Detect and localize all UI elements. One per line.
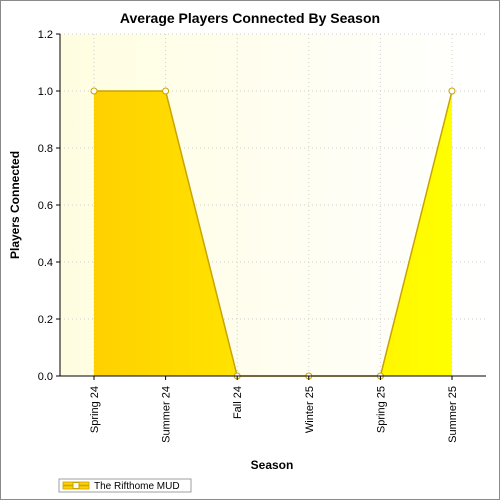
legend-box (58, 478, 192, 493)
legend: The Rifthome MUD (58, 478, 192, 493)
data-point-6 (448, 87, 456, 95)
y-tick-label: 1.2 (38, 29, 53, 41)
y-tick-label: 0.6 (38, 200, 53, 212)
y-axis-title: Players Connected (8, 151, 22, 259)
y-tick-label: 1.0 (38, 86, 53, 98)
y-axis-ticks: 0.0 0.2 0.4 0.6 0.8 1.0 1.2 (38, 29, 60, 383)
data-point-1 (90, 87, 98, 95)
x-tick-label: Spring 25 (375, 386, 387, 433)
y-tick-label: 0.4 (38, 257, 53, 269)
x-tick-label: Winter 25 (304, 386, 316, 433)
x-tick-label: Fall 24 (232, 386, 244, 419)
x-tick-label: Summer 25 (447, 386, 459, 443)
legend-marker (72, 482, 80, 489)
x-axis-title: Season (251, 458, 294, 472)
legend-label: The Rifthome MUD (94, 481, 180, 492)
y-tick-label: 0.0 (38, 371, 53, 383)
y-tick-label: 0.2 (38, 314, 53, 326)
data-point-2 (162, 87, 170, 95)
x-tick-label: Summer 24 (161, 386, 173, 443)
y-tick-label: 0.8 (38, 143, 53, 155)
x-tick-label: Spring 24 (89, 386, 101, 433)
chart-title: Average Players Connected By Season (120, 10, 380, 26)
x-axis-ticks: Spring 24 Summer 24 Fall 24 Winter 25 Spring… (89, 376, 459, 443)
